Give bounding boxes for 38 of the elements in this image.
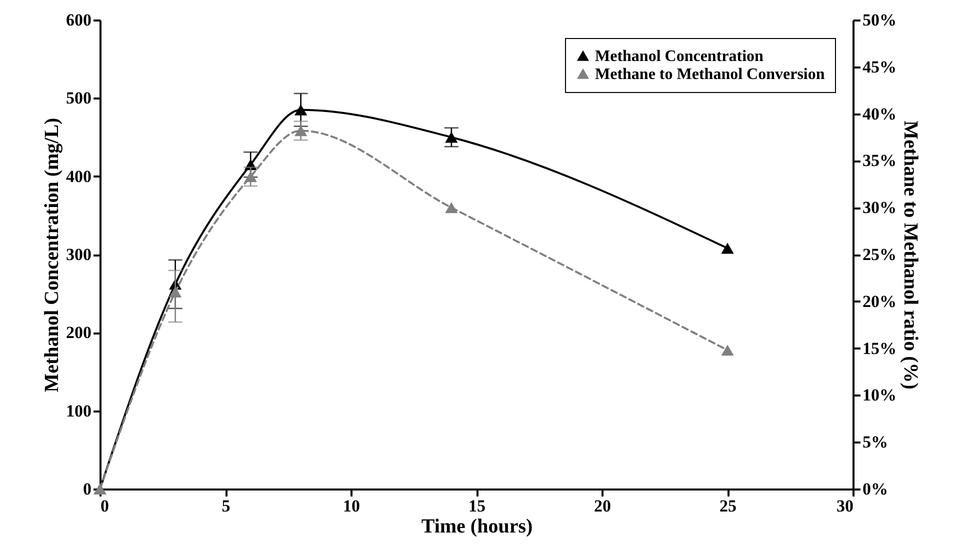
y2-tick-label: 35%	[862, 151, 896, 170]
y2-tick-label: 0%	[862, 480, 888, 498]
y2-axis-title: Methane to Methanol ratio (%)	[900, 120, 922, 390]
point	[294, 104, 308, 116]
x-tick-label: 15	[468, 496, 486, 516]
point	[294, 125, 308, 136]
y2-tick-label: 40%	[862, 104, 896, 124]
x-tick-label: 0	[100, 496, 109, 516]
point	[721, 344, 734, 356]
y2-tick-label: 45%	[862, 57, 896, 76]
point	[445, 202, 458, 214]
legend-label: Methanol Concentration	[595, 48, 764, 65]
point	[445, 132, 458, 143]
y-tick-label: 100	[66, 401, 92, 420]
y-tick-label: 600	[66, 10, 92, 30]
y2-tick-label: 50%	[862, 10, 896, 30]
y2-tick-label: 15%	[862, 338, 896, 358]
x-axis-title: Time (hours)	[421, 516, 533, 538]
y-tick-label: 500	[66, 88, 92, 108]
x-tick-label: 20	[594, 496, 611, 516]
legend-label: Methane to Methanol Conversion	[595, 66, 825, 83]
x-tick-label: 30	[836, 496, 854, 516]
y-tick-label: 200	[66, 323, 92, 342]
y2-tick-label: 5%	[862, 432, 888, 452]
point	[244, 171, 257, 182]
y2-tick-label: 20%	[862, 292, 896, 311]
x-tick-label: 10	[343, 496, 360, 516]
y-axis-title: Methanol Concentration (mg/L)	[41, 118, 63, 392]
y-tick-label: 0	[83, 480, 92, 498]
point	[168, 286, 182, 298]
y2-tick-label: 25%	[862, 245, 896, 264]
y2-tick-label: 10%	[862, 386, 896, 405]
x-tick-label: 25	[720, 496, 736, 516]
y-tick-label: 400	[66, 166, 92, 186]
x-tick-label: 5	[222, 496, 230, 516]
point	[721, 242, 734, 254]
y-tick-label: 300	[66, 245, 92, 264]
y2-tick-label: 30%	[862, 198, 896, 218]
